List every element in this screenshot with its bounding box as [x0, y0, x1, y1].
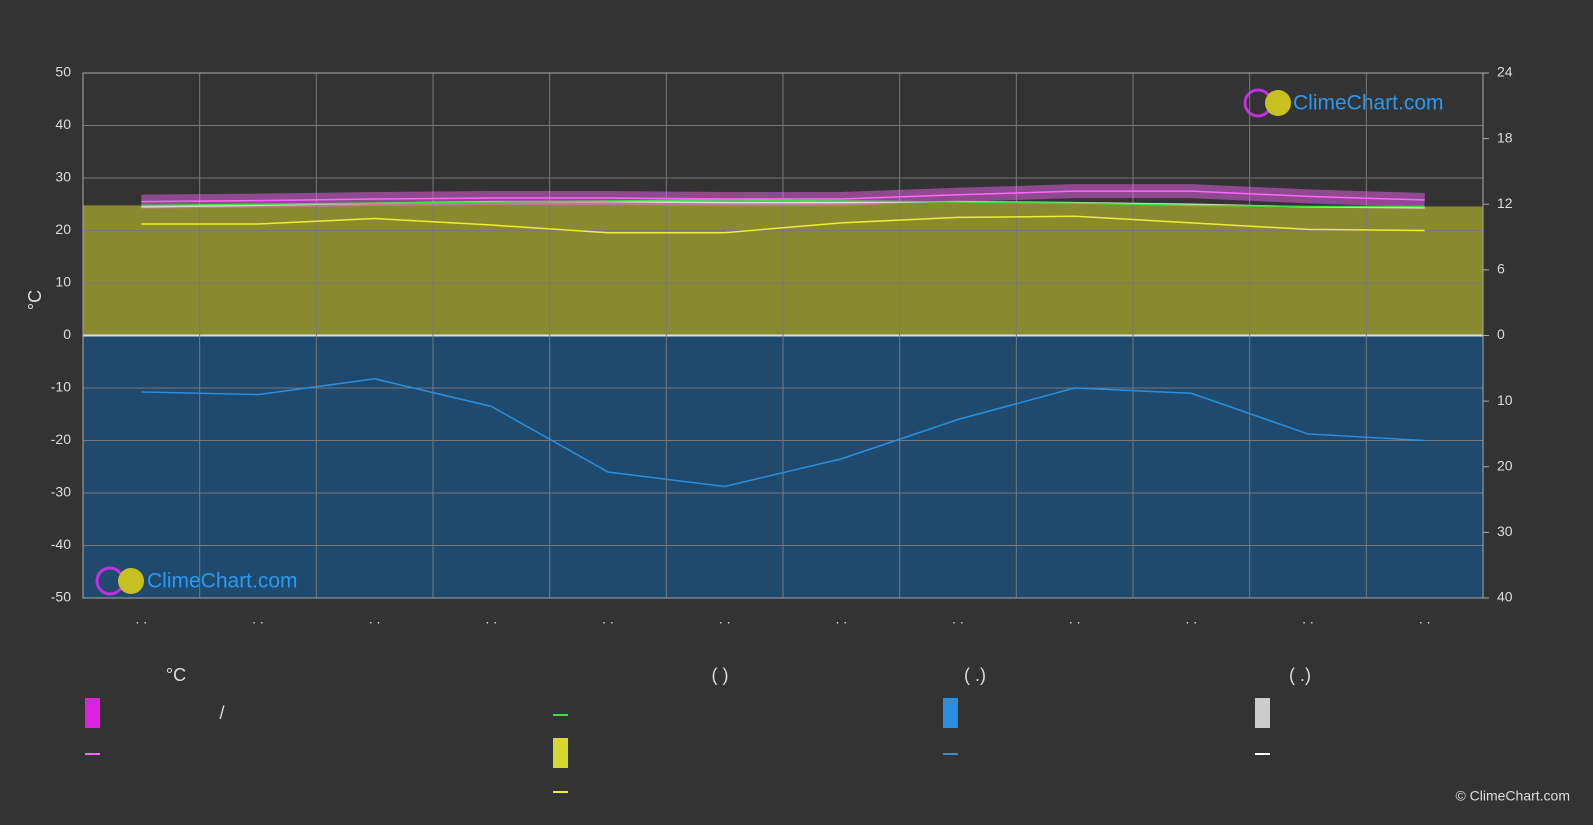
y-axis-label: °C	[25, 290, 45, 310]
y-tick-label: 40	[55, 116, 71, 132]
y3-tick-label: 40	[1497, 589, 1513, 605]
x-tick-label: . .	[369, 611, 381, 627]
y-tick-label: 20	[55, 221, 71, 237]
x-tick-label: . .	[719, 611, 731, 627]
logo-text: ClimeChart.com	[147, 570, 298, 593]
logo-text: ClimeChart.com	[1293, 92, 1444, 115]
logo-top: ClimeChart.com	[1243, 88, 1444, 118]
x-tick-label: . .	[1419, 611, 1431, 627]
y-tick-label: -10	[51, 379, 71, 395]
x-tick-label: . .	[1069, 611, 1081, 627]
y3-tick-label: 30	[1497, 523, 1513, 539]
y-tick-label: 50	[55, 64, 71, 80]
y-tick-label: 10	[55, 274, 71, 290]
y2-tick-label: 24	[1497, 64, 1513, 80]
legend-swatch	[943, 698, 958, 728]
y-tick-label: 30	[55, 169, 71, 185]
logo-bottom: ClimeChart.com	[95, 566, 298, 596]
y-tick-label: -40	[51, 536, 71, 552]
legend-swatch	[85, 698, 100, 728]
legend-swatch	[1255, 698, 1270, 728]
legend-slash: /	[219, 703, 224, 723]
x-tick-label: . .	[602, 611, 614, 627]
y3-tick-label: 10	[1497, 392, 1513, 408]
copyright: © ClimeChart.com	[1455, 788, 1570, 804]
y2-tick-label: 12	[1497, 195, 1513, 211]
legend-header: ( )	[712, 665, 729, 685]
legend-header: °C	[166, 665, 186, 685]
y-tick-label: -30	[51, 484, 71, 500]
x-tick-label: . .	[252, 611, 264, 627]
y-tick-label: -20	[51, 431, 71, 447]
x-tick-label: . .	[835, 611, 847, 627]
x-tick-label: . .	[1185, 611, 1197, 627]
legend-swatch	[553, 738, 568, 768]
y-tick-label: -50	[51, 589, 71, 605]
plot-border	[82, 72, 1484, 599]
y2-tick-label: 0	[1497, 326, 1505, 342]
x-tick-label: . .	[485, 611, 497, 627]
series-line	[141, 199, 1425, 208]
series-line	[141, 190, 1425, 203]
logo-sun	[1265, 90, 1291, 116]
x-tick-label: . .	[952, 611, 964, 627]
x-tick-label: . .	[1302, 611, 1314, 627]
y-tick-label: 0	[63, 326, 71, 342]
series-line	[141, 215, 1425, 234]
legend-header: ( .)	[1289, 665, 1311, 685]
y2-tick-label: 18	[1497, 129, 1513, 145]
legend-header: ( .)	[964, 665, 986, 685]
logo-sun	[118, 568, 144, 594]
series-line	[141, 378, 1425, 488]
y2-tick-label: 6	[1497, 261, 1505, 277]
x-tick-label: . .	[135, 611, 147, 627]
y3-tick-label: 20	[1497, 457, 1513, 473]
